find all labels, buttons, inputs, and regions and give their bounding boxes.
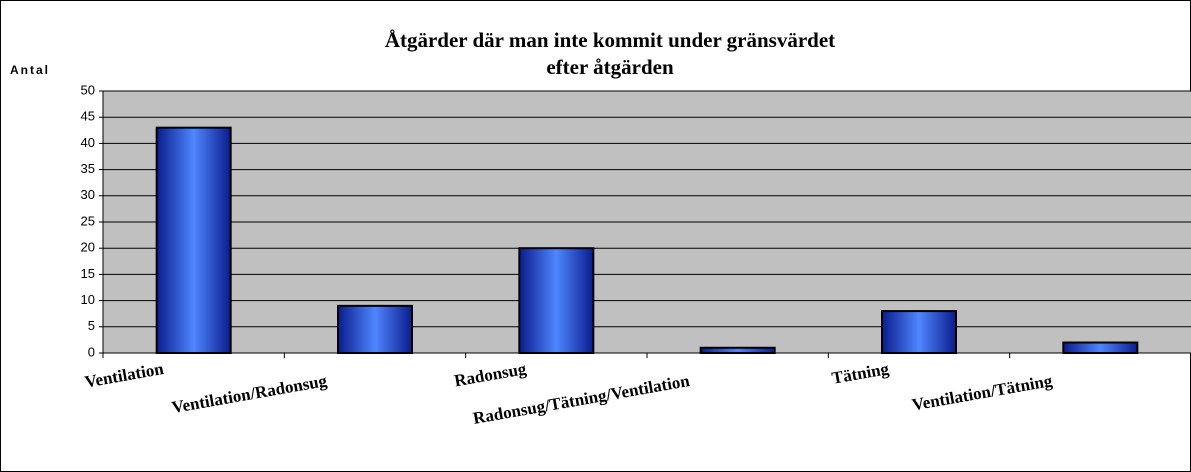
bar <box>155 126 232 355</box>
y-tick-label: 10 <box>81 292 95 307</box>
y-tick-label: 45 <box>81 109 95 124</box>
y-tick-label: 30 <box>81 187 95 202</box>
bar <box>337 304 413 354</box>
y-tick-label: 50 <box>81 82 95 97</box>
bar <box>699 346 776 355</box>
bar <box>881 310 957 354</box>
y-tick-label: 40 <box>81 135 95 150</box>
y-tick-label: 5 <box>88 318 95 333</box>
y-tick-label: 15 <box>81 266 95 281</box>
y-tick-label: 25 <box>81 213 95 228</box>
y-tick-label: 0 <box>88 344 95 359</box>
y-axis-label: Antal <box>10 63 50 77</box>
y-tick-label: 35 <box>81 161 95 176</box>
bar <box>1062 341 1139 354</box>
chart-title: efter åtgärden <box>546 55 674 79</box>
chart-title: Åtgärder där man inte kommit under gräns… <box>385 28 835 52</box>
bar <box>518 247 595 354</box>
y-tick-label: 20 <box>81 240 95 255</box>
